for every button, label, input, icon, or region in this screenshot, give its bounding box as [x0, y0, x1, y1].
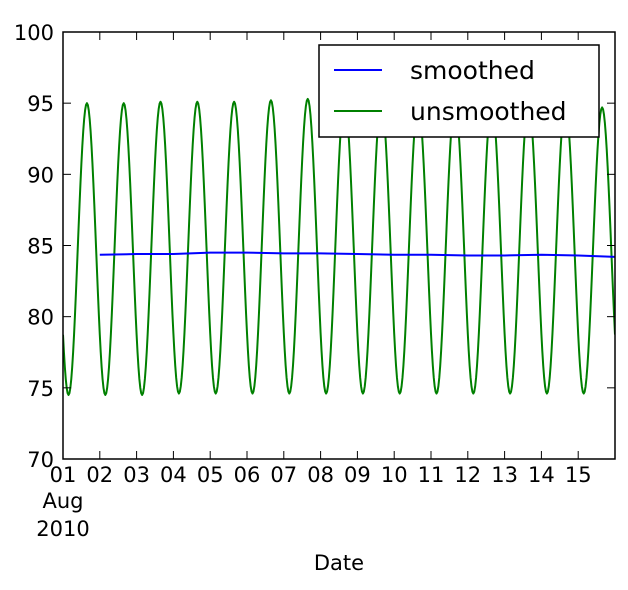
x-axis-title: Date — [314, 551, 364, 575]
x-tick-label: 10 — [381, 463, 408, 487]
series-line-unsmoothed — [63, 97, 615, 396]
x-tick-label: 08 — [307, 463, 334, 487]
y-tick-label: 75 — [27, 377, 54, 401]
y-tick-label: 80 — [27, 306, 54, 330]
x-tick-label: 03 — [123, 463, 150, 487]
x-tick-label: 11 — [418, 463, 445, 487]
x-tick-label: 01 — [50, 463, 77, 487]
y-tick-label: 95 — [27, 92, 54, 116]
series-line-smoothed — [99, 251, 615, 258]
y-tick-label: 90 — [27, 163, 54, 187]
legend-box — [318, 44, 600, 138]
y-tick-label: 85 — [27, 235, 54, 259]
x-tick-label: 15 — [565, 463, 592, 487]
x-tick-label: 05 — [197, 463, 224, 487]
x-tick-label: 04 — [160, 463, 187, 487]
x-tick-label: 09 — [344, 463, 371, 487]
x-tick-sublabel-month: Aug — [42, 489, 83, 513]
y-tick-label: 70 — [27, 448, 54, 472]
x-tick-label: 07 — [270, 463, 297, 487]
x-tick-sublabel-year: 2010 — [36, 517, 89, 541]
x-tick-label: 06 — [234, 463, 261, 487]
y-tick-label: 100 — [14, 21, 54, 45]
legend-label-unsmoothed: unsmoothed — [410, 97, 567, 126]
x-tick-label: 13 — [491, 463, 518, 487]
legend-label-smoothed: smoothed — [410, 56, 535, 85]
x-tick-label: 14 — [528, 463, 555, 487]
x-tick-label: 02 — [86, 463, 113, 487]
legend: smoothed unsmoothed — [318, 44, 600, 138]
x-tick-label: 12 — [454, 463, 481, 487]
